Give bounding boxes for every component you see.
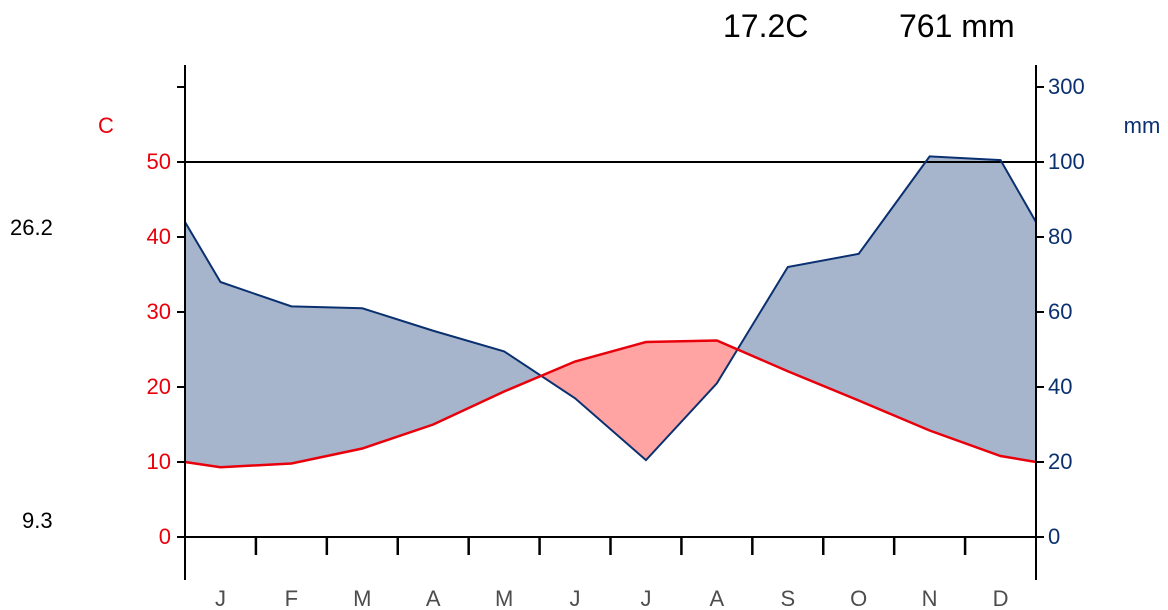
precipitation-tick-label: 60	[1048, 299, 1072, 324]
temperature-tick-label: 20	[147, 374, 171, 399]
temperature-tick-label: 10	[147, 449, 171, 474]
precipitation-tick-label: 80	[1048, 224, 1072, 249]
precipitation-tick-label: 20	[1048, 449, 1072, 474]
humid-period-fill	[185, 222, 541, 468]
humid-period-fill	[738, 156, 1036, 462]
temperature-tick-label: 50	[147, 149, 171, 174]
precipitation-tick-label: 300	[1048, 74, 1085, 99]
month-label: J	[215, 586, 226, 610]
month-label: D	[993, 586, 1009, 610]
month-label: M	[495, 586, 513, 610]
month-label: S	[780, 586, 795, 610]
temperature-tick-label: 30	[147, 299, 171, 324]
month-label: F	[285, 586, 298, 610]
month-label: M	[353, 586, 371, 610]
arid-period-fill	[542, 340, 737, 461]
precipitation-line	[184, 155, 1037, 462]
month-label: O	[850, 586, 867, 610]
month-label: A	[426, 586, 441, 610]
precipitation-tick-label: 40	[1048, 374, 1072, 399]
mean-temperature-label: 17.2C	[723, 8, 809, 44]
month-label: J	[570, 586, 581, 610]
min-temperature-label: 9.3	[22, 508, 53, 533]
month-label: J	[640, 586, 651, 610]
max-temperature-label: 26.2	[10, 215, 53, 240]
month-label: A	[710, 586, 725, 610]
annual-precipitation-label: 761 mm	[899, 8, 1015, 44]
temperature-line	[184, 339, 1037, 469]
precipitation-tick-label: 0	[1048, 524, 1060, 549]
temperature-tick-label: 40	[147, 224, 171, 249]
temperature-tick-label: 0	[159, 524, 171, 549]
temperature-axis-label: C	[98, 113, 114, 138]
precipitation-axis-label: mm	[1124, 113, 1161, 138]
precipitation-tick-label: 100	[1048, 149, 1085, 174]
month-label: N	[922, 586, 938, 610]
